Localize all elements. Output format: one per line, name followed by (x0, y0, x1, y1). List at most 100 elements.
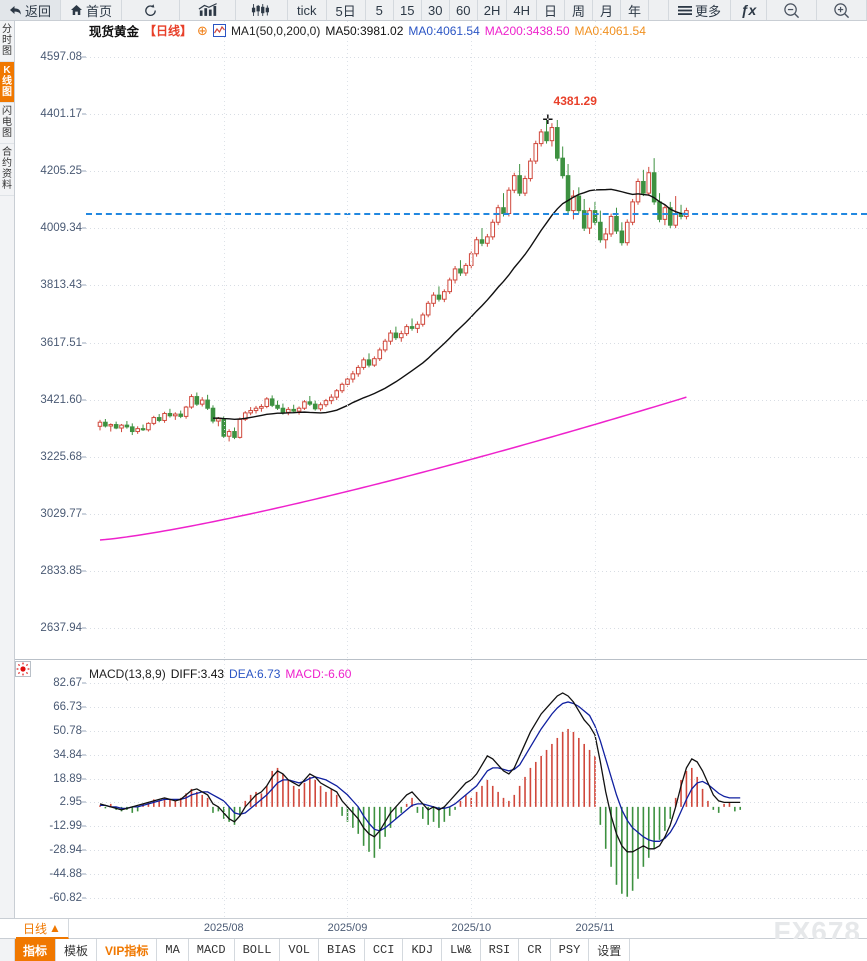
vertical-gridline (594, 660, 596, 918)
bottom-tab-vip-[interactable]: VIP指标 (97, 939, 158, 961)
period-label-5: 5 (375, 2, 383, 18)
home-button[interactable]: 首页 (61, 0, 123, 20)
tab-period-60[interactable]: 60 (449, 0, 478, 20)
macd-y-tick (82, 801, 86, 803)
price-gridline (86, 342, 867, 344)
bottom-tab--[interactable]: 指标 (15, 939, 57, 961)
bottom-tab-psy[interactable]: PSY (550, 939, 590, 961)
macd-y-tick (82, 897, 86, 899)
refresh-button[interactable] (122, 0, 181, 20)
sidebar-item-kline[interactable]: K线图 (0, 62, 14, 103)
price-y-tick (82, 113, 86, 115)
macd-y-tick (82, 730, 86, 732)
macd-y-label: 34.84 (53, 748, 82, 761)
price-y-label: 4401.17 (40, 108, 82, 121)
bottom-tab-macd[interactable]: MACD (188, 939, 235, 961)
period-label-15: 15 (400, 2, 415, 18)
sidebar-label-kline: K线图 (2, 65, 12, 98)
price-y-label: 4597.08 (40, 51, 82, 63)
price-chart-panel[interactable]: 现货黄金 【日线】 ⊕ MA1(50,0,200,0) MA50:3981.02… (15, 21, 867, 660)
macd-y-label: -28.94 (49, 844, 82, 857)
bottom-tab-cci[interactable]: CCI (364, 939, 404, 961)
toolbar-spacer (649, 0, 669, 20)
macd-series (99, 692, 742, 897)
price-gridline (86, 628, 867, 629)
vertical-gridline (347, 660, 349, 918)
period-selector-button[interactable]: 日线 ▲ (16, 919, 69, 939)
back-arrow-icon (10, 5, 21, 15)
sidebar-item-timeshare[interactable]: 分时图 (0, 21, 14, 62)
price-plot-area[interactable]: 4381.29 ✛ (86, 21, 867, 659)
price-y-label: 3225.68 (40, 450, 82, 463)
period-selector-label: 日线 (23, 921, 48, 936)
bottom-bar-tail (630, 939, 867, 961)
bottom-tab-bias[interactable]: BIAS (319, 939, 365, 961)
macd-gridline (86, 850, 867, 852)
tab-period-4h[interactable]: 4H (507, 0, 538, 20)
barchart-button[interactable] (180, 0, 237, 20)
period-label-4h: 4H (513, 2, 531, 18)
bottom-indicator-bar: 指标 模板 VIP指标 MA MACD BOLL VOL BIAS CCI KDJ LW& RSI CR… (0, 939, 867, 961)
bottom-tab--[interactable]: 模板 (56, 939, 98, 961)
bottom-tab-lw-[interactable]: LW& (442, 939, 481, 961)
macd-y-axis: 82.67 66.73 50.78 34.84 18.89 2.95 -12.99 -28.9… (15, 660, 86, 918)
home-label: 首页 (86, 3, 113, 19)
tab-period-30[interactable]: 30 (421, 0, 450, 20)
macd-gridline (86, 826, 867, 828)
macd-y-label: 2.95 (59, 796, 82, 809)
back-label: 返回 (25, 3, 52, 19)
price-y-tick (82, 227, 86, 229)
sidebar-item-lightning[interactable]: 闪电图 (0, 103, 14, 144)
tab-five-day[interactable]: 5日 (326, 0, 366, 20)
macd-plot-area[interactable] (86, 660, 867, 918)
macd-gridline (86, 706, 867, 708)
crosshair-marker: ✛ (542, 111, 554, 127)
tab-period-5[interactable]: 5 (365, 0, 394, 20)
candlestick-icon (251, 4, 269, 16)
tab-period-day[interactable]: 日 (537, 0, 566, 20)
bottom-tab-cr[interactable]: CR (519, 939, 551, 961)
macd-y-tick (82, 825, 86, 827)
macd-y-label: 66.73 (53, 700, 82, 713)
zoom-out-button[interactable] (767, 0, 817, 20)
bottom-tab-rsi[interactable]: RSI (480, 939, 520, 961)
tab-period-month[interactable]: 月 (593, 0, 622, 20)
formula-button[interactable]: ƒx (731, 0, 767, 20)
price-y-label: 3421.60 (40, 393, 82, 406)
tab-period-2h[interactable]: 2H (477, 0, 508, 20)
sun-settings-icon[interactable] (15, 661, 31, 677)
sidebar-label-lightning: 闪电图 (2, 106, 12, 139)
more-button[interactable]: 更多 (668, 0, 731, 20)
price-gridline (86, 228, 867, 230)
vertical-gridline (471, 660, 473, 918)
tab-tick[interactable]: tick (288, 0, 327, 20)
back-button[interactable]: 返回 (0, 0, 62, 20)
candlestick-button[interactable] (236, 0, 289, 20)
price-gridline (86, 570, 867, 572)
tab-period-year[interactable]: 年 (621, 0, 650, 20)
vertical-gridline (223, 660, 225, 918)
bottom-tabs-container: 指标 模板 VIP指标 MA MACD BOLL VOL BIAS CCI KDJ LW& RSI CR… (15, 939, 867, 961)
hamburger-icon (677, 5, 692, 15)
bottom-tab-vol[interactable]: VOL (280, 939, 320, 961)
tab-period-15[interactable]: 15 (393, 0, 422, 20)
price-y-tick (82, 284, 86, 286)
macd-chart-panel[interactable]: MACD(13,8,9) DIFF:3.43 DEA:6.73 MACD:-6.… (15, 660, 867, 918)
period-label-60: 60 (456, 2, 471, 18)
price-gridline (86, 114, 867, 116)
bottom-tab-boll[interactable]: BOLL (234, 939, 281, 961)
tab-period-week[interactable]: 周 (565, 0, 594, 20)
bottom-tab--[interactable]: 设置 (589, 939, 631, 961)
price-y-tick (82, 513, 86, 515)
bottom-tab-kdj[interactable]: KDJ (403, 939, 443, 961)
macd-y-tick (82, 682, 86, 684)
period-label-month: 月 (600, 3, 614, 19)
sidebar-item-contract-info[interactable]: 合约资料 (0, 144, 14, 196)
price-gridline (86, 399, 867, 401)
bottom-tab-ma[interactable]: MA (157, 939, 189, 961)
zoom-in-button[interactable] (817, 0, 867, 20)
macd-y-label: -44.88 (49, 868, 82, 881)
macd-y-tick (82, 873, 86, 875)
peak-price-label: 4381.29 (553, 93, 597, 108)
